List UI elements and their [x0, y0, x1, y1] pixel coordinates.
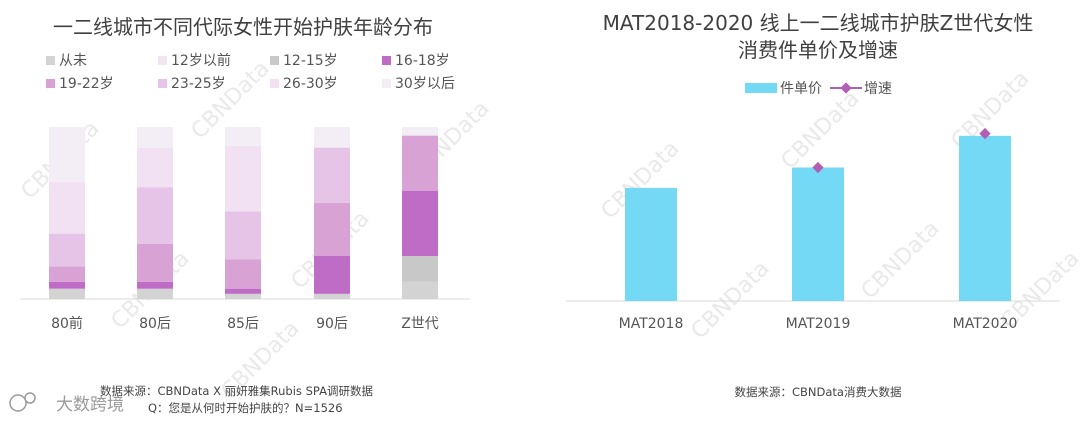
- bar-segment: [314, 202, 350, 256]
- bar-segment: [49, 266, 85, 282]
- bar: [792, 167, 844, 301]
- bar-segment: [137, 147, 173, 188]
- bar: [959, 135, 1011, 301]
- legend-label: 16-18岁: [395, 53, 450, 69]
- legend-swatch: [158, 79, 167, 88]
- growth-marker: [812, 161, 824, 174]
- bar-segment: [314, 127, 350, 148]
- bar-segment: [225, 211, 261, 260]
- legend-label: 19-22岁: [59, 76, 114, 92]
- survey-question: Q：您是从何时开始护肤的？N=1526: [148, 401, 343, 415]
- bar-segment: [314, 147, 350, 203]
- bar-segment: [137, 127, 173, 148]
- legend-label: 23-25岁: [171, 76, 226, 92]
- x-tick-label: MAT2019: [786, 316, 851, 332]
- bar-segment: [402, 127, 438, 136]
- x-tick-label: 90后: [316, 316, 348, 332]
- watermark-text: CBNData: [687, 256, 775, 344]
- watermark-text: CBNData: [777, 86, 865, 174]
- bar-segment: [137, 187, 173, 244]
- bar-segment: [49, 288, 85, 299]
- legend-swatch: [382, 79, 391, 88]
- legend-label: 12岁以前: [171, 52, 231, 69]
- bar-segment: [225, 145, 261, 212]
- legend-swatch: [46, 56, 55, 65]
- chart-title: MAT2018-2020 线上一二线城市护肤Z世代女性: [603, 11, 1034, 35]
- bar-segment: [225, 127, 261, 146]
- legend-label: 12-15岁: [283, 53, 338, 69]
- legend-swatch: [382, 56, 391, 65]
- bar-segment: [49, 233, 85, 267]
- legend-label: 从未: [59, 53, 87, 69]
- legend-swatch: [270, 56, 279, 65]
- bar-segment: [402, 281, 438, 299]
- x-tick-label: 85后: [227, 316, 259, 332]
- x-tick-label: MAT2020: [953, 316, 1018, 332]
- bar-segment: [49, 127, 85, 183]
- x-tick-label: 80后: [139, 316, 171, 332]
- stacked-bar-chart: CBNDataCBNDataCBNDataCBNDataCBNDataCBNDa…: [9, 15, 495, 415]
- x-tick-label: Z世代: [401, 316, 439, 332]
- chart-subtitle: 消费件单价及增速: [738, 38, 898, 62]
- x-tick-labels: MAT2018 MAT2019 MAT2020: [619, 316, 1018, 332]
- bar-segment: [402, 256, 438, 282]
- bar-segment: [137, 281, 173, 289]
- legend-label: 增速: [864, 81, 892, 97]
- bar-segment: [402, 190, 438, 256]
- bars: [625, 135, 1011, 301]
- legend-label: 26-30岁: [283, 76, 338, 92]
- bar-segment: [225, 293, 261, 299]
- legend-swatch: [745, 83, 777, 93]
- brand-logo: 大数跨境: [9, 392, 124, 415]
- data-source: 数据来源：CBNData消费大数据: [735, 385, 902, 399]
- legend-label: 件单价: [780, 81, 822, 97]
- legend-swatch: [270, 79, 279, 88]
- bar-segment: [225, 288, 261, 294]
- bar-segment: [137, 288, 173, 299]
- bar-segment: [49, 182, 85, 234]
- bar-segment: [314, 293, 350, 299]
- bar-segment: [137, 243, 173, 282]
- bars: [49, 127, 438, 299]
- legend: 从未 12岁以前 12-15岁 16-18岁 19-22岁 23-25岁 26-30岁 30岁…: [46, 52, 455, 92]
- bar-segment: [402, 135, 438, 191]
- x-tick-label: 80前: [51, 315, 83, 332]
- legend-swatch: [158, 56, 167, 65]
- growth-marker: [979, 127, 991, 140]
- bar-segment: [314, 256, 350, 294]
- bar: [625, 187, 677, 301]
- logo-text: 大数跨境: [56, 395, 124, 415]
- bar-segment: [49, 281, 85, 289]
- bar-segment: [225, 259, 261, 289]
- growth-markers: [812, 127, 991, 174]
- watermark-text: CBNData: [857, 216, 945, 304]
- legend-label: 30岁以后: [395, 76, 455, 92]
- data-source: 数据来源：CBNData X 丽妍雅集Rubis SPA调研数据: [100, 384, 373, 398]
- chart-title: 一二线城市不同代际女性开始护肤年龄分布: [53, 15, 433, 39]
- x-tick-labels: 80前 80后 85后 90后 Z世代: [51, 315, 439, 332]
- x-tick-label: MAT2018: [619, 316, 684, 332]
- logo-icon: [9, 394, 27, 412]
- legend-swatch: [46, 79, 55, 88]
- legend: 件单价 增速: [745, 81, 892, 97]
